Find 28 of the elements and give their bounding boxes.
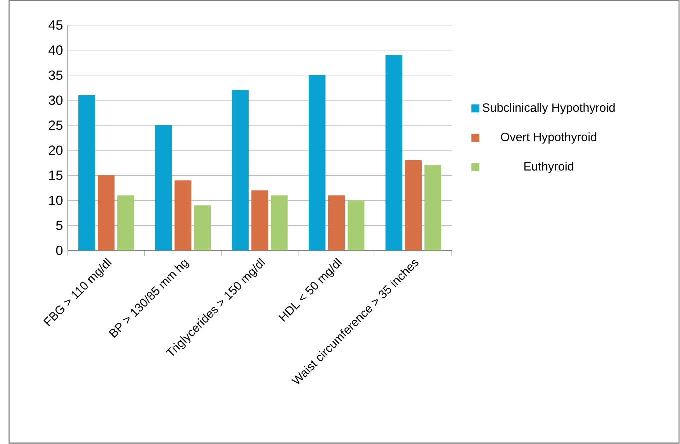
- bar: [271, 196, 288, 251]
- bar: [386, 55, 403, 251]
- legend-label: Subclinically Hypothyroid: [482, 103, 615, 114]
- bar: [328, 196, 346, 251]
- legend-label: Overt Hypothyroid: [501, 132, 597, 144]
- bar: [348, 200, 365, 251]
- y-tick-label: 15: [49, 170, 63, 180]
- bar: [174, 180, 192, 251]
- bar: [252, 190, 268, 251]
- bar: [424, 166, 442, 251]
- y-tick-label: 5: [56, 220, 63, 230]
- bar: [117, 196, 134, 251]
- y-tick-label: 20: [49, 146, 63, 156]
- text: Euthyroid: [524, 162, 574, 174]
- y-tick-label: 45: [48, 20, 63, 30]
- bar: [232, 90, 249, 251]
- bar: [78, 95, 96, 251]
- bar: [98, 176, 115, 251]
- bar: [405, 160, 422, 251]
- y-tick-label: 40: [48, 46, 63, 56]
- y-tick-label: 30: [48, 96, 63, 106]
- bar: [308, 75, 326, 251]
- bar: [194, 206, 212, 251]
- y-tick-label: 0: [56, 246, 63, 256]
- y-tick-label: 10: [49, 196, 63, 206]
- bar: [155, 125, 172, 251]
- y-tick-label: 25: [49, 120, 63, 130]
- y-tick-label: 35: [48, 70, 63, 80]
